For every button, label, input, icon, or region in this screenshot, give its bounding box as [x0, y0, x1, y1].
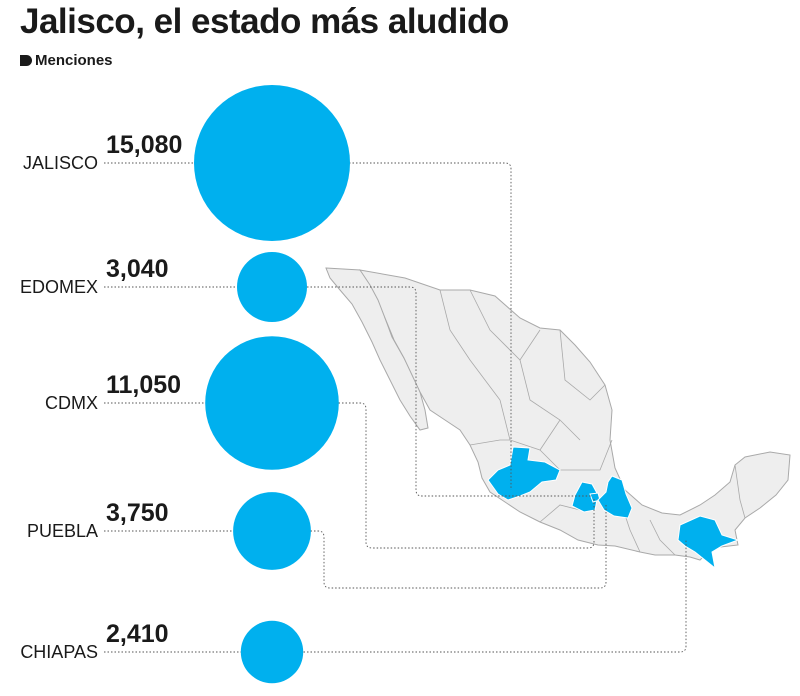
bubble-edomex	[237, 252, 307, 322]
leader-line	[104, 540, 687, 653]
map-mainland	[358, 269, 791, 561]
map-state-edomex	[571, 481, 599, 513]
subtitle: Menciones	[20, 52, 113, 69]
mexico-map	[325, 267, 791, 570]
leader-line	[104, 286, 592, 497]
bubble-jalisco	[194, 85, 350, 241]
value-label: 3,040	[106, 255, 169, 283]
leader-line	[104, 402, 595, 549]
map-state-chiapas	[677, 515, 740, 570]
subtitle-label: Menciones	[35, 52, 113, 69]
page-title: Jalisco, el estado más aludido	[20, 2, 509, 41]
value-label: 15,080	[106, 131, 182, 159]
category-label: JALISCO	[23, 153, 98, 173]
bubble-puebla	[233, 492, 311, 570]
bubbles: JALISCO 15,080 EDOMEX 3,040 CDMX 11,050 PUEBLA…	[20, 85, 350, 684]
category-label: PUEBLA	[27, 521, 98, 541]
leader-lines	[104, 162, 687, 653]
value-label: 3,750	[106, 499, 169, 527]
tag-icon	[20, 55, 32, 66]
value-label: 2,410	[106, 620, 169, 648]
leader-line	[104, 505, 607, 589]
map-state-jalisco	[487, 446, 561, 501]
value-label: 11,050	[106, 371, 181, 399]
category-label: EDOMEX	[20, 277, 98, 297]
bubble-cdmx	[205, 336, 339, 470]
category-label: CDMX	[45, 393, 98, 413]
category-label: CHIAPAS	[20, 642, 98, 662]
leader-line	[104, 162, 512, 490]
map-state-puebla	[597, 475, 633, 519]
bubble-chiapas	[240, 620, 304, 684]
